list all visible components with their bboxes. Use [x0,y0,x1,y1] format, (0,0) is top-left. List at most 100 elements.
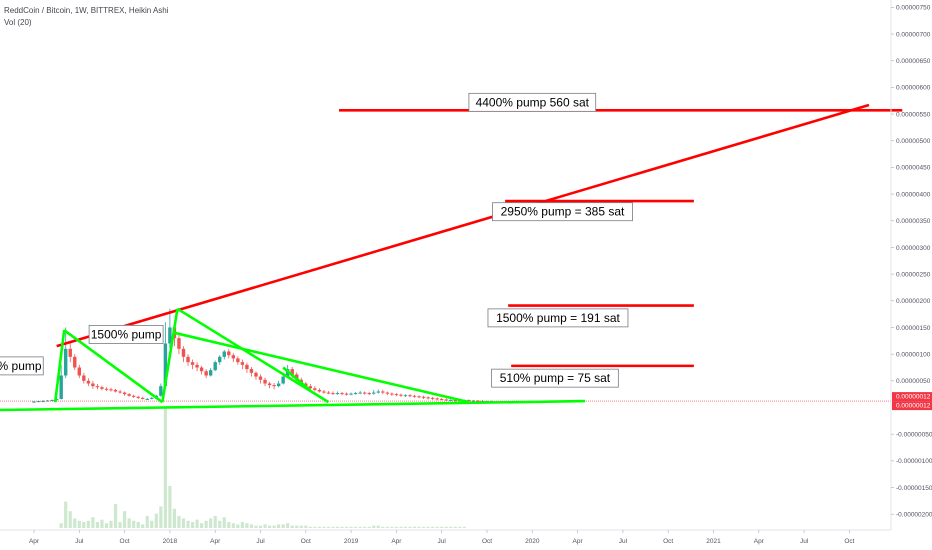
candle-body [453,400,457,402]
x-tick-label: Apr [391,538,402,545]
price-axis[interactable]: 0.00000750 0.00000700 0.00000650 0.00000600… [890,0,932,530]
y-tick-label: 0.00000300 [896,245,931,252]
volume-bar [295,525,299,528]
volume-bar [213,516,217,528]
x-tick-label: 2021 [706,538,721,545]
y-tick-label: 0.00000400 [896,191,931,198]
volume-bar [222,517,226,528]
annotation-label: 1500% pump = 191 sat [487,308,629,328]
volume-bar [435,526,439,528]
volume-bar [449,526,453,528]
trendline [282,366,312,392]
volume-bar [277,524,281,528]
volume-bar [417,526,421,528]
volume-bar [172,508,177,528]
annotation-text: 1500% pump = 191 sat [496,311,620,325]
volume-bar [118,522,122,528]
candle-body [181,348,186,357]
annotation-box [88,325,164,344]
annotation-box [492,202,633,222]
y-tick-label: -0.00000200 [896,512,932,519]
volume-bar [163,408,167,528]
volume-bar [390,526,394,528]
volume-bar [200,523,204,528]
candle-body [290,369,294,375]
candlestick-series [32,308,494,403]
x-tick-label: 2020 [525,538,540,545]
x-tick-label: Apr [29,538,40,545]
candle-body [471,400,476,402]
candle-body [109,389,113,391]
candle-body [322,391,326,393]
y-tick-label: 0.00000700 [896,31,931,38]
candle-body [435,398,439,400]
candle-body [231,355,236,359]
volume-bar [444,526,448,528]
price-tag-box [892,392,932,402]
candle-body [381,391,385,393]
volume-bar [258,525,263,528]
volume-bar [358,526,362,528]
volume-bar [154,513,158,528]
y-tick-label: 0.00000150 [896,325,931,332]
volume-bar [231,523,235,528]
volume-bar [412,526,417,528]
volume-bar [181,518,186,528]
trendline [53,329,66,403]
x-tick-label: Apr [573,538,584,545]
candle-body [213,362,217,371]
annotation-label: 00% pump [0,356,44,376]
volume-bar [168,486,172,528]
candle-body [426,397,430,399]
volume-bar [462,526,466,528]
candle-body [41,401,45,403]
candle-body [344,393,349,395]
volume-bar [218,520,222,528]
x-tick-label: Jul [800,538,809,545]
volume-bar [204,520,208,528]
volume-bar [426,526,430,528]
candle-body [68,348,72,357]
price-tags: 0.00000012 0.00000012 [892,392,932,411]
volume-bar [141,524,145,528]
volume-bar [354,526,358,528]
candle-body [245,364,249,370]
volume-bar [209,518,213,528]
volume-indicator-label[interactable]: Vol (20) [4,18,32,27]
volume-bar [349,526,353,528]
x-tick-label: Apr [754,538,765,545]
y-tick-label: 0.00000750 [896,5,931,12]
volume-bar [440,526,444,528]
candle-body [430,397,435,399]
annotation-box [0,356,44,376]
volume-bar [394,526,398,528]
candle-body [276,383,281,387]
volume-bar [68,511,72,528]
x-tick-label: Oct [482,538,492,545]
candle-body [249,369,254,373]
volume-bar [335,526,340,528]
candle-body [141,397,145,399]
time-axis[interactable]: Apr Jul Oct 2018 Apr Jul Oct 2019 Apr Jul Oct 2020 A… [0,529,891,545]
x-tick-label: 2018 [163,538,178,545]
x-tick-label: 2019 [344,538,359,545]
price-tag-label: 0.00000012 [896,394,931,401]
candle-body [390,393,394,395]
candle-body [444,399,448,401]
price-tag-label: 0.00000012 [896,403,931,410]
candle-body [104,388,109,390]
volume-bar [145,516,149,528]
y-tick-label: 0.00000350 [896,218,931,225]
candle-body [240,362,245,365]
annotation-box [487,308,629,328]
trendline [176,307,330,404]
volume-bar [91,517,95,528]
volume-bar [254,525,258,528]
candle-body [258,376,263,380]
volume-bar [267,525,272,528]
candle-body [317,389,322,392]
trendline [174,331,470,404]
volume-bar [408,526,412,528]
y-tick-label: -0.00000050 [896,431,932,438]
